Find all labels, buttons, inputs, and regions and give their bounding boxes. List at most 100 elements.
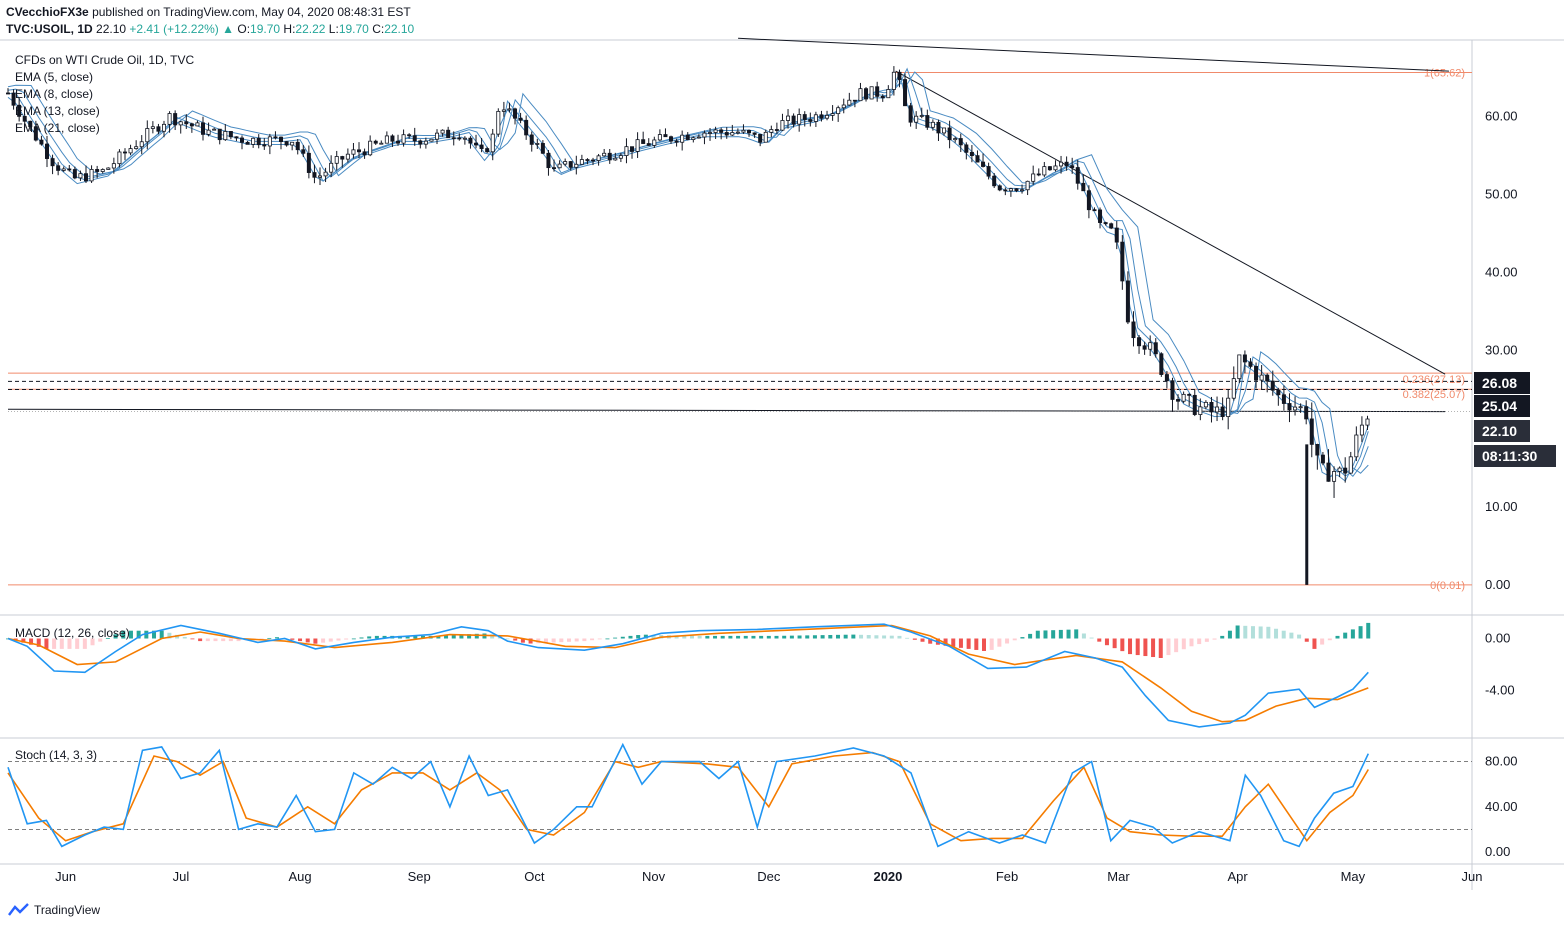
price-tick-label: 10.00 — [1485, 499, 1518, 514]
macd-hist-bar — [113, 634, 118, 639]
candle-body — [6, 92, 11, 95]
macd-hist-bar — [52, 638, 57, 649]
candle-body — [412, 135, 417, 142]
candle — [145, 120, 150, 150]
candle-body — [657, 134, 662, 141]
candle — [1343, 457, 1348, 483]
candle-body — [195, 122, 200, 127]
macd-hist-bar — [1081, 633, 1086, 639]
open-value: 19.70 — [250, 22, 281, 36]
candle-body — [479, 144, 484, 149]
candle-body — [1337, 467, 1342, 472]
macd-hist-bar — [405, 635, 410, 639]
candle — [1120, 235, 1125, 290]
legend-stoch[interactable]: Stoch (14, 3, 3) — [15, 748, 98, 762]
candle-body — [1059, 161, 1064, 167]
macd-hist-bar — [1281, 630, 1286, 639]
candle — [808, 112, 813, 127]
candle-body — [379, 142, 384, 145]
candle — [256, 134, 261, 149]
candle-body — [384, 135, 389, 144]
macd-hist-bar — [1250, 626, 1255, 639]
price-badge-label: 25.04 — [1482, 398, 1517, 414]
candle — [1103, 221, 1108, 226]
candle-body — [273, 136, 278, 139]
macd-hist-bar — [528, 638, 533, 644]
candle — [1270, 370, 1275, 396]
legend-ema-21[interactable]: EMA (21, close) — [15, 121, 100, 135]
legend-ema-5[interactable]: EMA (5, close) — [15, 70, 94, 84]
candle — [357, 142, 362, 159]
candle — [89, 165, 94, 183]
candle — [1209, 396, 1214, 423]
candle — [535, 138, 540, 149]
open-label: O: — [237, 22, 251, 36]
candle-body — [1125, 280, 1130, 323]
candle — [958, 133, 963, 153]
candle-body — [228, 131, 233, 138]
candle-body — [1003, 189, 1008, 192]
candle — [201, 116, 206, 141]
macd-hist-bar — [1197, 638, 1202, 645]
candle — [780, 113, 785, 131]
macd-hist-bar — [705, 635, 710, 639]
macd-hist-bar — [474, 633, 479, 639]
candle — [106, 167, 111, 170]
macd-hist-bar — [1104, 638, 1109, 646]
macd-hist-bar — [267, 637, 272, 639]
candle — [947, 120, 952, 149]
candle — [139, 135, 144, 155]
legend-ema-13[interactable]: EMA (13, close) — [15, 104, 100, 118]
candle-body — [518, 117, 523, 121]
macd-hist-bar — [551, 638, 556, 643]
tradingview-footer[interactable]: TradingView — [8, 903, 100, 917]
candle-body — [318, 175, 323, 178]
candle-body — [111, 163, 116, 169]
candle-body — [351, 149, 356, 155]
candle — [1242, 350, 1247, 374]
candle — [786, 109, 791, 129]
macd-hist-bar — [1166, 638, 1171, 656]
candle — [423, 137, 428, 149]
candle-body — [513, 108, 518, 119]
macd-hist-bar — [305, 638, 310, 643]
candle — [574, 155, 579, 175]
candle — [1125, 271, 1130, 325]
candle-body — [641, 139, 646, 144]
stoch-tick-label: 0.00 — [1485, 844, 1510, 859]
candle-body — [451, 137, 456, 140]
macd-hist-bar — [651, 634, 656, 639]
candle-body — [496, 110, 501, 135]
candle — [891, 66, 896, 96]
candle — [329, 155, 334, 177]
candle — [407, 133, 412, 139]
candle-body — [540, 143, 545, 154]
candle-body — [1304, 406, 1309, 420]
candle-body — [1109, 223, 1114, 229]
candle-body — [223, 131, 228, 141]
candle-body — [446, 129, 451, 139]
macd-hist-bar — [874, 635, 879, 639]
candle-body — [1025, 180, 1030, 191]
legend-macd[interactable]: MACD (12, 26, close) — [15, 626, 130, 640]
candle — [446, 126, 451, 139]
candle-body — [886, 89, 891, 99]
legend-ema-8[interactable]: EMA (8, close) — [15, 87, 94, 101]
macd-tick-label: -4.00 — [1485, 683, 1515, 698]
candle-body — [1187, 393, 1192, 396]
candle-body — [1365, 418, 1370, 426]
candle-body — [301, 149, 306, 154]
time-axis-label: Jul — [173, 869, 190, 884]
macd-hist-bar — [505, 638, 510, 640]
candle — [1137, 334, 1142, 354]
candle — [925, 109, 930, 130]
time-axis-label: Nov — [642, 869, 666, 884]
candle — [462, 136, 467, 145]
macd-hist-bar — [221, 638, 226, 642]
candle-body — [139, 141, 144, 148]
candle-body — [930, 121, 935, 128]
candle-body — [585, 159, 590, 161]
macd-hist-bar — [613, 637, 618, 639]
macd-hist-bar — [1266, 626, 1271, 639]
